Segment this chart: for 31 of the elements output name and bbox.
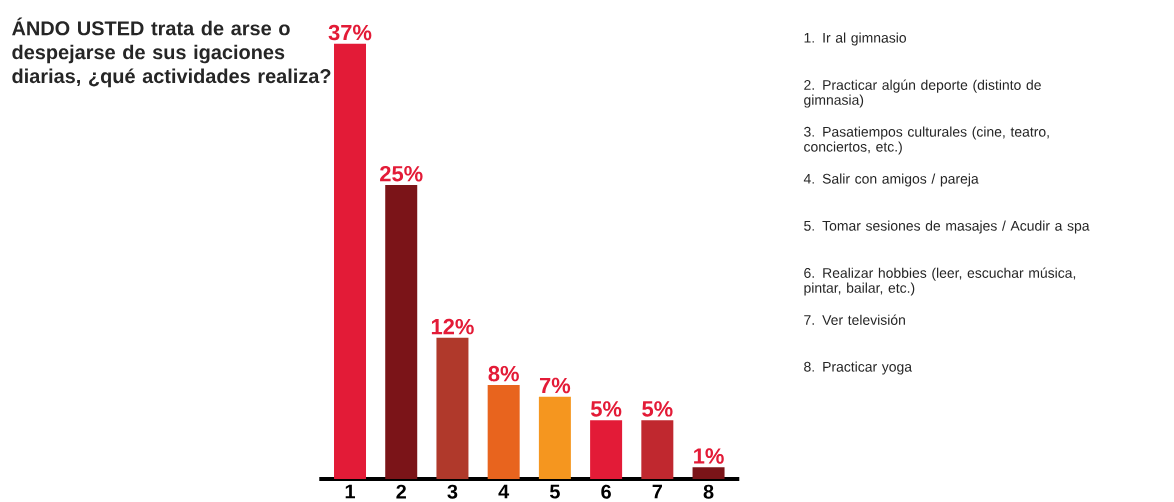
x-tick-label: 4: [498, 484, 510, 499]
bar: [692, 467, 725, 479]
text: 2. Practicar algún deporte (distinto de gimnasia): [804, 79, 1041, 108]
x-tick-label: 1: [345, 484, 355, 499]
data-label: 7%: [539, 377, 571, 394]
text: 6. Realizar hobbies (leer, escuchar música, pintar, bailar, etc.): [804, 267, 1076, 296]
text: 3. Pasatiempos culturales (cine, teatro, conciertos, etc.): [804, 126, 1049, 155]
x-tick-label: 2: [396, 484, 406, 499]
data-label: 1%: [694, 448, 724, 464]
bar: [334, 43, 367, 479]
x-tick-label: 8: [703, 484, 714, 499]
bar: [385, 184, 418, 479]
x-tick-label: 6: [601, 484, 611, 499]
bar: [538, 396, 571, 479]
x-tick-label: 5: [549, 484, 560, 499]
data-label: 8%: [488, 365, 519, 382]
x-tick-label: 7: [652, 484, 662, 499]
data-label: 12%: [431, 318, 474, 335]
text: 5. Tomar sesiones de masajes / Acudir a spa: [804, 220, 1090, 234]
text: 7. Ver televisión: [804, 314, 905, 325]
text: 8. Practicar yoga: [804, 361, 913, 375]
x-tick-label: 3: [447, 484, 458, 499]
bar: [641, 420, 674, 479]
data-label: 5%: [642, 401, 673, 417]
text: 4. Salir con amigos / pareja: [803, 173, 979, 187]
bar: [436, 337, 469, 479]
bar: [487, 384, 520, 479]
text: 1. Ir al gimnasio: [804, 32, 907, 46]
data-label: 25%: [380, 165, 423, 182]
data-label: 5%: [590, 401, 622, 417]
bar: [590, 420, 623, 479]
